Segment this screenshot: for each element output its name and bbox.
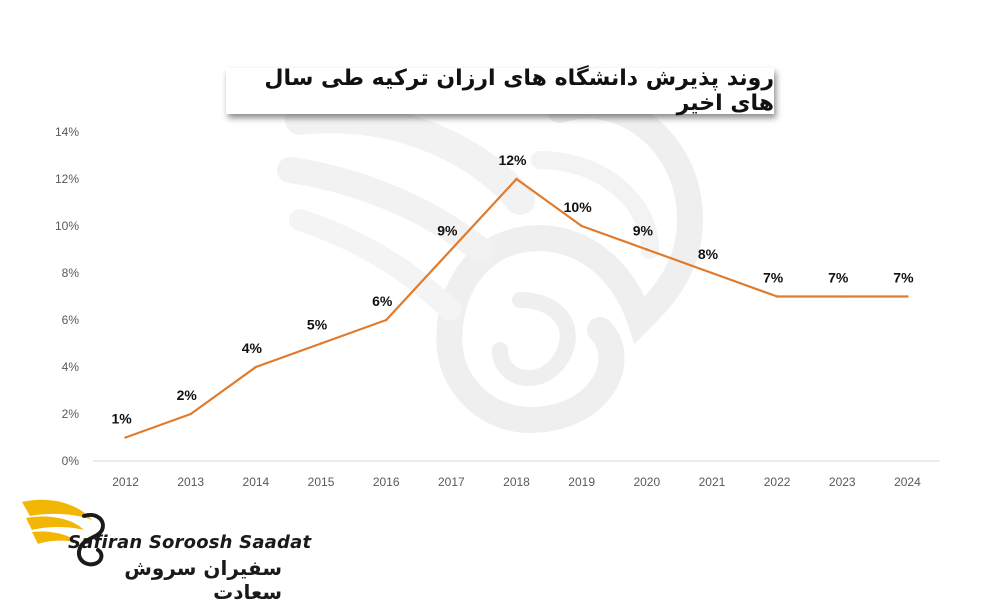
x-tick-label: 2021 (699, 475, 726, 489)
swan-s-icon (77, 513, 105, 567)
data-point (254, 365, 258, 369)
data-labels: 1% 2% 4% 5% 6% 9% 12% 10% 9% 8% 7% 7% 7% (111, 152, 914, 427)
y-tick-label: 12% (55, 172, 79, 186)
data-label: 5% (307, 317, 328, 333)
data-label: 7% (828, 270, 849, 286)
series-line (124, 177, 909, 439)
swan-watermark-icon (277, 92, 704, 434)
golden-wing-icon (22, 499, 92, 544)
y-tick-label: 10% (55, 219, 79, 233)
data-point (906, 295, 909, 298)
data-label: 12% (498, 152, 527, 168)
data-label: 2% (177, 387, 198, 403)
data-point (645, 248, 649, 251)
x-tick-label: 2015 (308, 475, 335, 489)
brand-name-persian: سفیران سروش سعادت (124, 556, 282, 604)
x-tick-label: 2018 (503, 475, 530, 489)
data-point (450, 248, 453, 251)
data-label: 8% (698, 246, 719, 262)
x-tick-label: 2017 (438, 475, 465, 489)
data-label: 1% (111, 411, 132, 427)
y-tick-label: 0% (62, 454, 80, 468)
data-label: 10% (564, 199, 593, 215)
data-label: 9% (437, 223, 458, 239)
x-tick-label: 2020 (633, 475, 660, 489)
x-tick-label: 2014 (243, 475, 270, 489)
data-point (775, 295, 779, 298)
y-tick-label: 4% (62, 360, 80, 374)
company-logo (22, 499, 105, 567)
data-point (580, 224, 583, 228)
data-label: 7% (763, 270, 784, 286)
data-point (189, 412, 192, 416)
y-tick-label: 6% (62, 313, 80, 327)
brand-name-english: Safiran Soroosh Saadat (68, 532, 312, 553)
x-tick-label: 2013 (177, 475, 204, 489)
y-tick-label: 14% (55, 125, 79, 139)
data-label: 7% (893, 270, 914, 286)
data-point (319, 342, 323, 345)
x-tick-label: 2024 (894, 475, 921, 489)
x-tick-label: 2022 (764, 475, 791, 489)
data-label: 4% (242, 340, 263, 356)
chart-title: روند پذیرش دانشگاه های ارزان ترکیه طی سا… (226, 66, 774, 116)
x-tick-label: 2016 (373, 475, 400, 489)
y-tick-label: 2% (62, 407, 80, 421)
x-tick-label: 2012 (112, 475, 139, 489)
data-line (125, 177, 908, 439)
x-tick-label: 2019 (568, 475, 595, 489)
data-point (515, 177, 518, 181)
data-label: 9% (633, 223, 654, 239)
data-point (384, 318, 388, 322)
data-point (710, 271, 714, 275)
data-point (124, 436, 127, 439)
y-axis: 0% 2% 4% 6% 8% 10% 12% 14% (55, 125, 79, 468)
data-label: 6% (372, 293, 393, 309)
y-tick-label: 8% (62, 266, 80, 280)
x-axis: 2012 2013 2014 2015 2016 2017 2018 2019 2020 2021… (93, 460, 940, 489)
data-point (841, 295, 844, 298)
x-tick-label: 2023 (829, 475, 856, 489)
